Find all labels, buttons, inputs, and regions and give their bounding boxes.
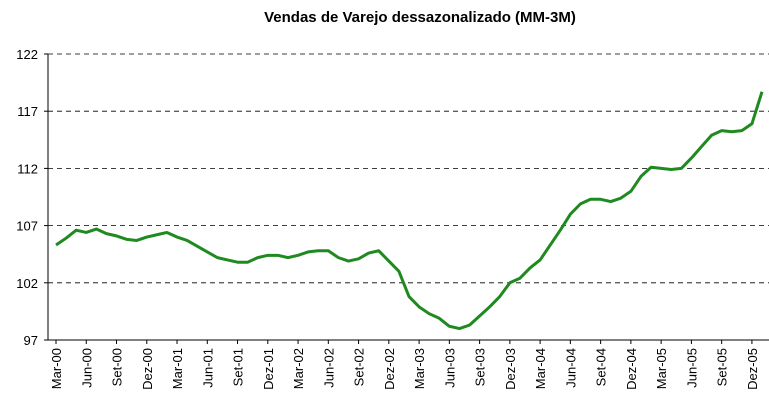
x-tick-label: Mar-01 [170,348,185,389]
x-tick-label: Jun-02 [321,348,336,388]
line [55,91,764,331]
y-tick-label: 122 [16,47,38,62]
x-tick-label: Dez-02 [382,348,397,390]
x-tick-label: Dez-04 [624,348,639,390]
y-tick-label: 97 [24,333,38,348]
x-tick-label: Set-04 [594,348,609,386]
x-tick-label: Set-00 [110,348,125,386]
x-tick-label: Dez-00 [140,348,155,390]
x-tick-label: Mar-05 [654,348,669,389]
y-tick-label: 102 [16,276,38,291]
x-tick-label: Set-03 [473,348,488,386]
x-tick-label: Set-01 [231,348,246,386]
x-tick-label: Jun-00 [79,348,94,388]
x-tick-label: Dez-03 [503,348,518,390]
x-tick-label: Jun-03 [442,348,457,388]
x-tick-label: Mar-03 [412,348,427,389]
x-tick-label: Dez-01 [261,348,276,390]
chart-title: Vendas de Varejo dessazonalizado (MM-3M) [264,9,576,26]
x-tick-label: Set-02 [352,348,367,386]
x-tick-label: Mar-04 [533,348,548,389]
x-tick-label: Jun-01 [200,348,215,388]
x-tick-label: Mar-02 [291,348,306,389]
y-tick-label: 107 [16,219,38,234]
y-tick-label: 117 [17,104,38,119]
y-tick-label: 112 [17,161,38,176]
x-tick-label: Jun-04 [563,348,578,388]
x-tick-label: Dez-05 [745,348,760,390]
x-tick-label: Mar-00 [49,348,64,389]
x-tick-label: Jun-05 [684,348,699,388]
x-tick-label: Set-05 [715,348,730,386]
